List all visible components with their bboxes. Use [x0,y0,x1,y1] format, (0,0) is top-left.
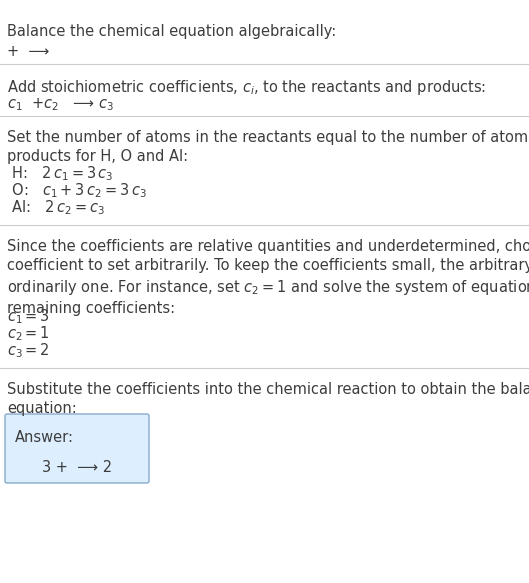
Text: Al:   $2\,c_2 = c_3$: Al: $2\,c_2 = c_3$ [7,198,105,217]
Text: 3 +  ⟶ 2: 3 + ⟶ 2 [42,460,112,475]
Text: Add stoichiometric coefficients, $c_i$, to the reactants and products:: Add stoichiometric coefficients, $c_i$, … [7,78,486,97]
Text: H:   $2\,c_1 = 3\,c_3$: H: $2\,c_1 = 3\,c_3$ [7,164,114,182]
Text: $c_3 = 2$: $c_3 = 2$ [7,341,50,360]
Text: $c_1$  +$c_2$   ⟶ $c_3$: $c_1$ +$c_2$ ⟶ $c_3$ [7,96,114,113]
Text: $c_1 = 3$: $c_1 = 3$ [7,307,50,326]
Text: $c_2 = 1$: $c_2 = 1$ [7,324,50,343]
Text: Answer:: Answer: [15,430,74,445]
Text: O:   $c_1 + 3\,c_2 = 3\,c_3$: O: $c_1 + 3\,c_2 = 3\,c_3$ [7,181,147,200]
Text: Balance the chemical equation algebraically:: Balance the chemical equation algebraica… [7,24,336,39]
Text: Set the number of atoms in the reactants equal to the number of atoms in the
pro: Set the number of atoms in the reactants… [7,130,529,164]
Text: Substitute the coefficients into the chemical reaction to obtain the balanced
eq: Substitute the coefficients into the che… [7,382,529,416]
Text: +  ⟶: + ⟶ [7,44,49,59]
FancyBboxPatch shape [5,414,149,483]
Text: Since the coefficients are relative quantities and underdetermined, choose a
coe: Since the coefficients are relative quan… [7,239,529,317]
